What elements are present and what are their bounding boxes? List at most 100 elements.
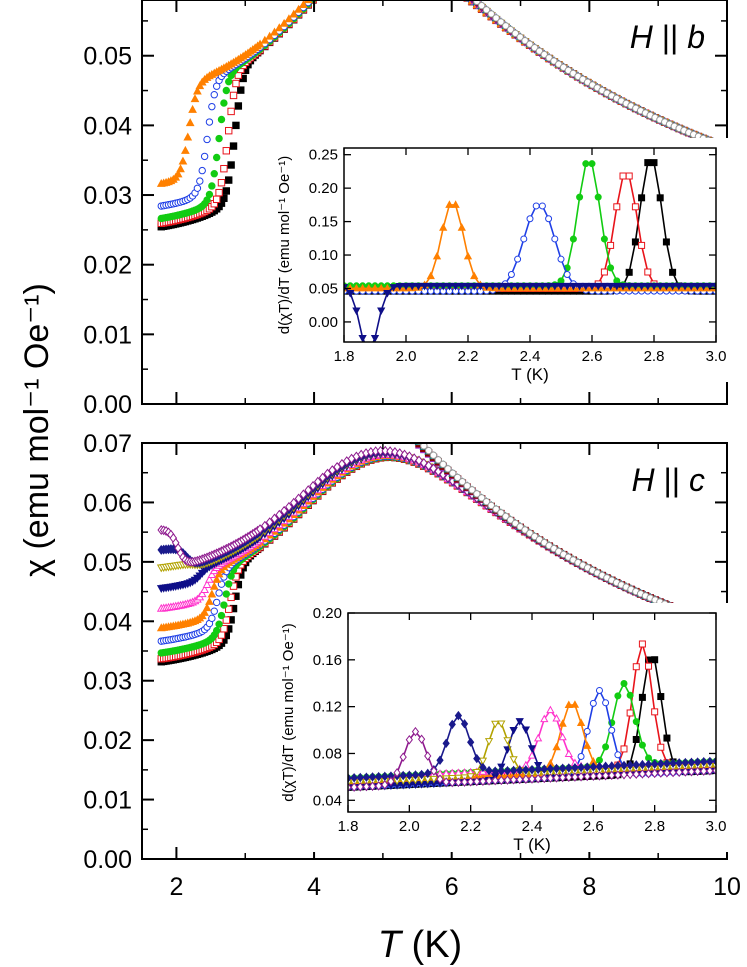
inset-data-point (595, 771, 604, 781)
inset-y-tick-label: 0.05 (309, 280, 338, 297)
data-point (220, 194, 228, 202)
data-point (217, 611, 226, 620)
data-point (240, 313, 246, 319)
inset-data-point (383, 289, 392, 298)
inset-x-tick-label: 2.0 (399, 818, 420, 835)
inset-data-point (473, 753, 481, 764)
inset-data-point (426, 282, 435, 291)
data-point (185, 339, 191, 345)
data-point (170, 311, 177, 317)
inset-data-point (439, 282, 448, 291)
inset-data-point (364, 283, 373, 292)
data-point (289, 9, 299, 18)
data-point (449, 469, 457, 477)
inset-y-tick-label: 0.16 (313, 652, 342, 669)
inset-data-point (457, 223, 466, 231)
data-point (185, 325, 191, 331)
data-point (411, 433, 417, 439)
inset-data-point (375, 781, 383, 791)
data-point (439, 460, 447, 469)
y-tick-label: 0.05 (83, 43, 132, 71)
data-point (198, 166, 206, 175)
data-point (254, 294, 260, 300)
inset-x-tick-label: 2.4 (522, 818, 543, 835)
data-point (242, 299, 249, 305)
inset-data-point (602, 743, 610, 751)
inset-data-point (526, 215, 534, 223)
data-point (160, 302, 166, 308)
data-point (173, 344, 179, 350)
data-point (252, 323, 258, 329)
inset-data-point (424, 768, 432, 779)
data-point (233, 313, 239, 319)
data-point (242, 322, 248, 328)
inset-data-point (607, 264, 615, 272)
data-point (487, 10, 495, 18)
inset-data-point (631, 238, 639, 246)
inset-data-point (454, 777, 463, 788)
data-point (175, 343, 181, 349)
inset-data-point (509, 775, 518, 785)
y-tick-label: 0.04 (83, 608, 132, 636)
inset-x-tick-label: 2.2 (460, 818, 481, 835)
data-point (235, 323, 241, 329)
data-point (487, 501, 495, 510)
inset-data-point (503, 766, 512, 776)
inset-data-point (700, 757, 708, 767)
data-point (205, 190, 214, 199)
inset-data-point (488, 282, 497, 291)
data-point (392, 413, 398, 419)
data-point (168, 300, 174, 306)
data-point (177, 328, 183, 334)
data-point (190, 94, 200, 103)
data-point (204, 331, 210, 337)
data-point (172, 310, 179, 316)
inset-data-point (405, 735, 413, 745)
inset-data-point (581, 282, 590, 291)
data-point (209, 581, 219, 590)
inset-data-point (595, 686, 603, 694)
inset-data-point (546, 764, 555, 774)
data-point (406, 429, 413, 435)
inset-data-point (571, 772, 579, 782)
inset-data-point (408, 282, 417, 291)
data-point (526, 40, 534, 48)
data-point (226, 325, 232, 331)
inset-data-point (515, 718, 524, 726)
y-tick-label: 0.07 (83, 430, 132, 458)
data-point (387, 408, 393, 414)
data-point (280, 505, 288, 516)
inset-data-point (625, 268, 633, 276)
inset-data-point (509, 756, 518, 764)
data-point (165, 301, 171, 307)
data-point (229, 91, 238, 100)
data-point (391, 447, 399, 457)
inset-data-point (651, 656, 659, 664)
inset-data-point (595, 761, 604, 772)
data-point (453, 473, 462, 482)
data-point (177, 298, 183, 304)
data-point (211, 317, 217, 323)
data-point (223, 325, 229, 331)
inset-data-point (430, 766, 438, 776)
inset-data-point (606, 282, 615, 291)
data-point (199, 293, 205, 299)
data-point (220, 299, 227, 305)
inset-x-tick-label: 2.8 (644, 348, 665, 365)
inset-data-point (509, 727, 518, 735)
inset-data-point (557, 255, 565, 263)
x-axis-label: T (K) (378, 924, 462, 966)
inset-data-point (649, 282, 659, 291)
data-point (247, 322, 253, 328)
data-point (189, 337, 195, 343)
data-point (254, 323, 260, 329)
data-point (201, 292, 207, 298)
inset-data-point (594, 282, 603, 291)
inset-data-point (491, 720, 500, 729)
inset-data-point (448, 777, 456, 788)
data-point (242, 313, 248, 319)
inset-data-point (565, 763, 573, 773)
data-point (192, 294, 198, 300)
data-point (244, 299, 251, 305)
data-point (406, 428, 412, 434)
